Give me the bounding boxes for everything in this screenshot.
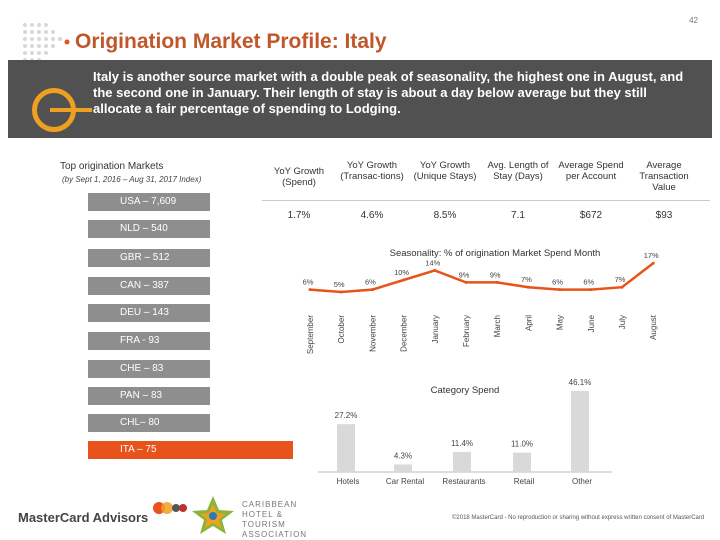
page-number: 42 [689, 16, 698, 25]
page-title: Origination Market Profile: Italy [75, 30, 387, 53]
category-tick-label: Restaurants [442, 477, 485, 486]
decorative-dots [23, 23, 70, 62]
seasonality-data-label: 7% [615, 275, 626, 284]
market-bar: USA – 7,609 [88, 193, 210, 211]
seasonality-month-label: January [431, 315, 440, 343]
kpi-label: YoY Growth (Spend) [273, 166, 325, 188]
market-bar: FRA - 93 [88, 332, 210, 350]
kpi-label: Avg. Length of Stay (Days) [487, 160, 549, 182]
seasonality-data-label: 6% [365, 278, 376, 287]
seasonality-data-label: 6% [303, 278, 314, 287]
seasonality-month-label: June [587, 314, 596, 332]
seasonality-point [620, 285, 624, 289]
markets-subheading: (by Sept 1, 2016 – Aug 31, 2017 Index) [62, 175, 202, 184]
seasonality-data-label: 5% [334, 280, 345, 289]
market-bar: NLD – 540 [88, 220, 210, 238]
market-bar: GBR – 512 [88, 249, 210, 267]
market-bar: CHL– 80 [88, 414, 210, 432]
seasonality-data-label: 9% [459, 270, 470, 279]
market-bar-highlight: ITA – 75 [88, 441, 293, 459]
seasonality-point [308, 288, 312, 292]
seasonality-point [433, 268, 437, 272]
market-bar: DEU – 143 [88, 304, 210, 322]
kpi-value: $672 [579, 210, 603, 221]
kpi-value: 7.1 [511, 210, 525, 221]
seasonality-month-label: April [524, 315, 533, 331]
markets-heading: Top origination Markets [60, 161, 164, 172]
seasonality-series-line [309, 262, 654, 294]
summary-banner [8, 60, 712, 138]
seasonality-data-label: 6% [552, 278, 563, 287]
seasonality-data-label: 7% [521, 275, 532, 284]
kpi-label: Average Transaction Value [639, 160, 689, 193]
category-data-label: 11.0% [511, 440, 533, 449]
kpi-divider [262, 200, 710, 201]
summary-text: Italy is another source market with a do… [93, 69, 684, 116]
category-tick-label: Hotels [337, 477, 360, 486]
kpi-label: YoY Growth (Transac-tions) [340, 160, 404, 182]
seasonality-data-label: 6% [583, 278, 594, 287]
seasonality-data-label: 9% [490, 270, 501, 279]
seasonality-month-label: May [556, 315, 565, 330]
seasonality-month-label: November [368, 315, 377, 352]
seasonality-point [402, 278, 406, 282]
seasonality-month-label: March [493, 315, 502, 337]
seasonality-month-label: October [337, 315, 346, 344]
kpi-label: YoY Growth (Unique Stays) [413, 160, 477, 182]
seasonality-line-chart: 6% September 5% October 6% November 10% Decembe… [303, 251, 659, 354]
banner-accent-icon [32, 88, 76, 132]
category-data-label: 11.4% [451, 439, 473, 448]
category-data-label: 4.3% [394, 451, 412, 460]
category-bar [394, 464, 412, 472]
seasonality-month-label: August [649, 314, 658, 340]
category-tick-label: Retail [514, 477, 535, 486]
kpi-value: $93 [655, 210, 673, 221]
seasonality-data-label: 17% [644, 251, 659, 260]
mastercard-advisors-brand: MasterCard Advisors [18, 510, 149, 525]
seasonality-point [464, 280, 468, 284]
seasonality-point [558, 288, 562, 292]
chta-brand: CARIBBEAN HOTEL & TOURISM ASSOCIATION [242, 500, 308, 539]
kpi-value: 1.7% [287, 210, 311, 221]
seasonality-point [589, 288, 593, 292]
category-bar-chart: 27.2% Hotels 4.3% Car Rental 11.4% Restaurant… [318, 378, 612, 486]
kpi-label: Average Spend per Account [558, 160, 624, 182]
seasonality-month-label: December [400, 315, 409, 352]
seasonality-chart-title: Seasonality: % of origination Market Spe… [390, 248, 601, 259]
category-data-label: 46.1% [569, 378, 592, 387]
chta-logo-icon [192, 496, 234, 534]
copyright-text: ©2018 MasterCard - No reproduction or sh… [452, 515, 705, 521]
category-bar [513, 452, 531, 472]
market-bar: CHE – 83 [88, 360, 210, 378]
seasonality-data-label: 14% [425, 258, 440, 267]
seasonality-month-label: February [462, 315, 471, 347]
category-bar [453, 451, 471, 472]
seasonality-point [370, 288, 374, 292]
seasonality-point [526, 285, 530, 289]
kpi-value: 4.6% [360, 210, 384, 221]
category-bar [337, 424, 355, 472]
kpi-value: 8.5% [433, 210, 457, 221]
seasonality-month-label: July [618, 315, 627, 329]
seasonality-point [651, 261, 655, 265]
category-tick-label: Other [572, 477, 592, 486]
seasonality-point [339, 290, 343, 294]
seasonality-data-label: 10% [394, 268, 409, 277]
category-data-label: 27.2% [335, 411, 358, 420]
mastercard-logo-icon [153, 502, 187, 514]
seasonality-month-label: September [306, 315, 315, 354]
category-tick-label: Car Rental [386, 477, 424, 486]
market-bar: PAN – 83 [88, 387, 210, 405]
category-bar [571, 390, 589, 472]
seasonality-point [495, 280, 499, 284]
market-bar: CAN – 387 [88, 277, 210, 295]
category-chart-title: Category Spend [431, 385, 500, 396]
